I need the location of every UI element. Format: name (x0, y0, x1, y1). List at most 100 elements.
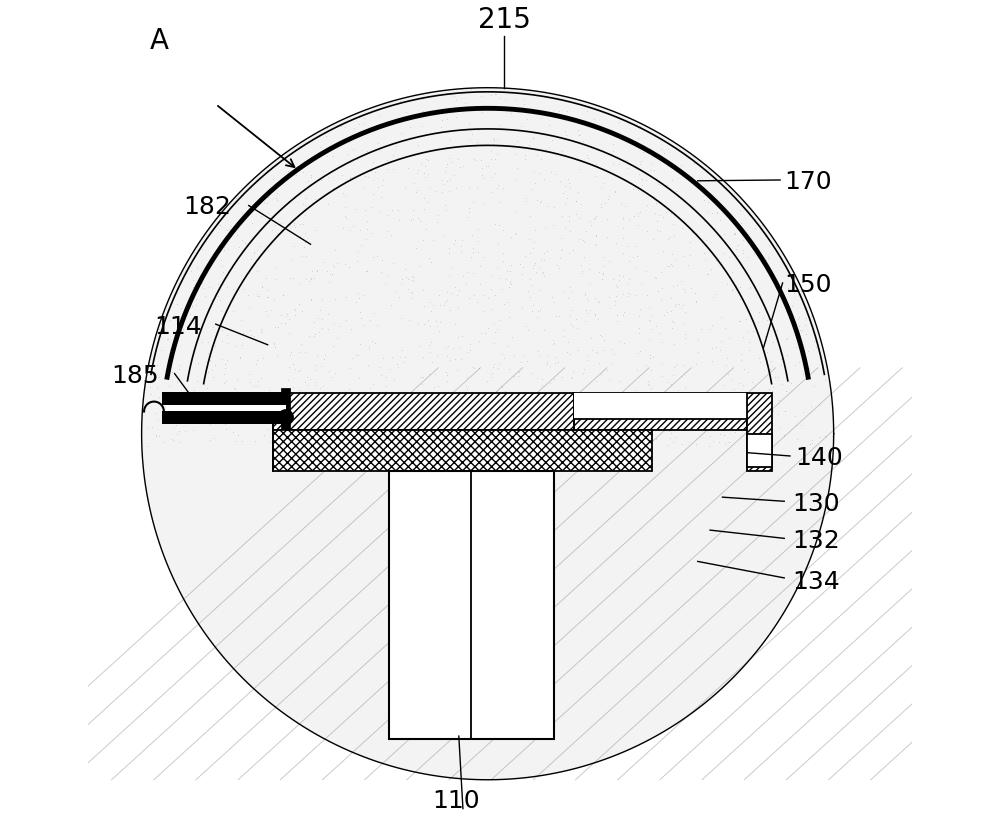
Point (704, 354, 720, 367)
Point (494, 283, 510, 296)
Point (591, 265, 607, 279)
Point (630, 131, 646, 144)
Point (673, 274, 689, 288)
Point (420, 437, 436, 450)
Point (615, 431, 631, 445)
Point (506, 349, 522, 362)
Point (759, 346, 775, 359)
Point (593, 181, 609, 194)
Point (599, 363, 615, 376)
Point (409, 183, 425, 197)
Point (335, 186, 351, 199)
Point (808, 340, 824, 354)
Point (607, 186, 623, 199)
Point (541, 393, 557, 406)
Point (532, 349, 548, 363)
Point (508, 399, 524, 413)
Point (791, 310, 807, 324)
Point (576, 386, 592, 399)
Point (315, 421, 331, 435)
Point (772, 420, 788, 433)
Point (784, 279, 800, 292)
Point (804, 436, 820, 450)
Point (214, 238, 230, 251)
Point (578, 397, 594, 410)
Point (649, 214, 665, 227)
Point (600, 192, 616, 205)
Point (548, 168, 564, 181)
Point (435, 177, 451, 190)
Point (297, 345, 313, 359)
Point (423, 336, 439, 349)
Point (552, 251, 568, 264)
Point (522, 247, 538, 260)
Point (530, 344, 546, 358)
Point (425, 234, 441, 247)
Point (496, 352, 512, 365)
Point (325, 259, 341, 272)
Point (365, 156, 381, 169)
Point (525, 132, 541, 145)
Point (568, 194, 584, 208)
Point (529, 371, 545, 384)
Point (337, 190, 353, 203)
Point (458, 277, 474, 290)
Point (327, 292, 343, 305)
Point (522, 209, 538, 223)
Point (404, 286, 420, 299)
Point (365, 250, 381, 264)
Point (410, 426, 426, 440)
Point (406, 177, 422, 190)
Point (615, 287, 631, 300)
Point (531, 106, 547, 119)
Point (655, 210, 671, 224)
Point (631, 168, 647, 181)
Point (357, 169, 373, 183)
Point (588, 229, 604, 243)
Point (377, 278, 393, 291)
Point (459, 370, 475, 384)
Point (502, 274, 518, 288)
Point (652, 208, 668, 221)
Point (609, 308, 625, 321)
Text: A: A (150, 27, 169, 55)
Point (405, 212, 421, 225)
Point (498, 273, 514, 286)
Point (708, 392, 724, 405)
Point (189, 374, 205, 388)
Point (398, 418, 414, 431)
Point (432, 298, 448, 311)
Point (242, 375, 258, 389)
Point (559, 345, 575, 359)
Point (559, 104, 575, 118)
Point (768, 239, 784, 253)
Point (629, 406, 645, 420)
Point (634, 163, 650, 177)
Point (260, 284, 276, 297)
Point (327, 244, 343, 257)
Point (353, 312, 369, 325)
Point (782, 260, 798, 274)
Point (645, 233, 661, 246)
Point (588, 159, 604, 173)
Point (227, 382, 243, 395)
Point (315, 255, 331, 269)
Point (233, 269, 249, 282)
Point (225, 304, 241, 318)
Point (673, 158, 689, 171)
Point (350, 349, 366, 362)
Point (615, 269, 631, 283)
Point (660, 232, 676, 245)
Point (202, 418, 218, 431)
Point (312, 141, 328, 154)
Point (280, 409, 296, 423)
Point (659, 305, 675, 319)
Point (285, 381, 301, 394)
Point (727, 425, 743, 439)
Point (420, 167, 436, 180)
Point (588, 419, 604, 432)
Point (415, 104, 431, 118)
Point (253, 385, 269, 399)
Point (606, 347, 622, 360)
Point (609, 281, 625, 294)
